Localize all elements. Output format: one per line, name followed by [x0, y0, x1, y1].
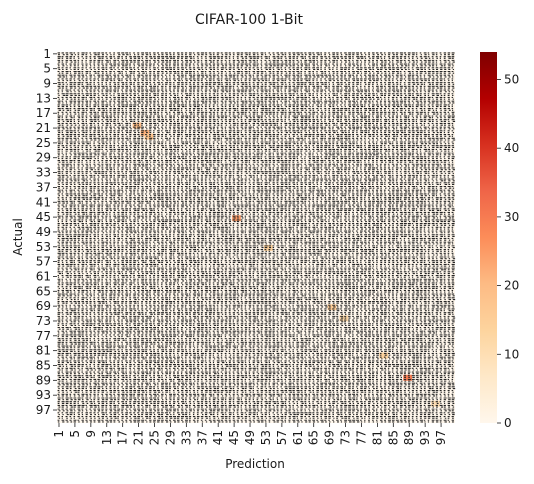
heatmap-cell	[140, 129, 150, 136]
colorbar-tick-label: 40	[504, 141, 519, 155]
y-tick-label: 73	[36, 314, 51, 328]
heatmap-cell	[263, 244, 273, 251]
y-tick-label: 1	[43, 47, 51, 61]
heatmap-cell	[144, 133, 154, 140]
heatmap-cell	[379, 352, 389, 359]
x-axis-ticks: 1 5 9 13 17 21 25 29 33 37 41 45 49 53 57 61 65 69 73 77 81 8…	[52, 423, 448, 445]
y-tick-label: 33	[36, 166, 51, 180]
y-tick-label: 41	[36, 195, 51, 209]
y-tick-label: 45	[36, 210, 51, 224]
heatmap-background	[57, 52, 455, 423]
y-tick-label: 21	[36, 121, 51, 135]
colorbar-ticks: 0 10 20 30 40 50	[497, 72, 519, 430]
heatmap-cell	[339, 315, 349, 322]
x-tick-label: 49	[243, 430, 257, 445]
y-axis-ticks: 1591317212529333741454953576165697377818…	[36, 47, 57, 417]
y-tick-label: 89	[36, 373, 51, 387]
x-tick-label: 89	[402, 430, 416, 445]
heatmap-cells	[57, 52, 455, 423]
y-tick-label: 57	[36, 255, 51, 269]
x-tick-label: 65	[307, 430, 321, 445]
colorbar-tick-label: 0	[504, 416, 512, 430]
y-tick-label: 9	[43, 77, 51, 91]
colorbar-tick-label: 20	[504, 279, 519, 293]
y-tick-label: 85	[36, 358, 51, 372]
x-tick-label: 85	[386, 430, 400, 445]
x-tick-label: 97	[434, 430, 448, 445]
x-tick-label: 69	[323, 430, 337, 445]
y-tick-label: 97	[36, 403, 51, 417]
y-tick-label: 49	[36, 225, 51, 239]
y-tick-label: 81	[36, 344, 51, 358]
x-tick-label: 13	[100, 430, 114, 445]
y-axis-label: Actual	[11, 218, 25, 256]
heatmap-cell	[431, 400, 440, 407]
x-tick-label: 33	[179, 430, 193, 445]
y-tick-label: 53	[36, 240, 51, 254]
y-tick-label: 29	[36, 151, 51, 165]
colorbar-tick-label: 30	[504, 210, 519, 224]
x-tick-label: 73	[339, 430, 353, 445]
x-tick-label: 57	[275, 430, 289, 445]
heatmap-cell	[232, 215, 241, 222]
y-tick-label: 13	[36, 91, 51, 105]
y-tick-label: 37	[36, 180, 51, 194]
y-tick-label: 77	[36, 329, 51, 343]
x-tick-label: 29	[163, 430, 177, 445]
x-tick-label: 81	[370, 430, 384, 445]
x-tick-label: 9	[84, 430, 98, 438]
y-tick-label: 65	[36, 284, 51, 298]
x-axis-label: Prediction	[225, 457, 285, 471]
x-tick-label: 25	[148, 430, 162, 445]
colorbar: 0 10 20 30 40 50	[480, 52, 519, 430]
heatmap-cell	[403, 374, 413, 381]
y-tick-label: 25	[36, 136, 51, 150]
y-tick-label: 69	[36, 299, 51, 313]
x-tick-label: 77	[354, 430, 368, 445]
x-tick-label: 5	[68, 430, 82, 438]
y-tick-label: 61	[36, 269, 51, 283]
y-tick-label: 5	[43, 62, 51, 76]
y-tick-label: 93	[36, 388, 51, 402]
chart-title: CIFAR-100 1-Bit	[195, 12, 304, 28]
x-tick-label: 41	[211, 430, 225, 445]
y-tick-label: 17	[36, 106, 51, 120]
heatmap-cell	[132, 122, 142, 129]
x-tick-label: 45	[227, 430, 241, 445]
x-tick-label: 17	[116, 430, 130, 445]
cell-annotations	[57, 52, 456, 423]
x-tick-label: 53	[259, 430, 273, 445]
heatmap-cell	[327, 304, 337, 311]
x-tick-label: 61	[291, 430, 305, 445]
colorbar-gradient	[480, 52, 497, 423]
x-tick-label: 21	[132, 430, 146, 445]
x-tick-label: 93	[418, 430, 432, 445]
colorbar-tick-label: 10	[504, 347, 519, 361]
colorbar-tick-label: 50	[504, 72, 519, 86]
x-tick-label: 1	[52, 430, 66, 438]
x-tick-label: 37	[195, 430, 209, 445]
annotation-texture	[57, 52, 456, 423]
